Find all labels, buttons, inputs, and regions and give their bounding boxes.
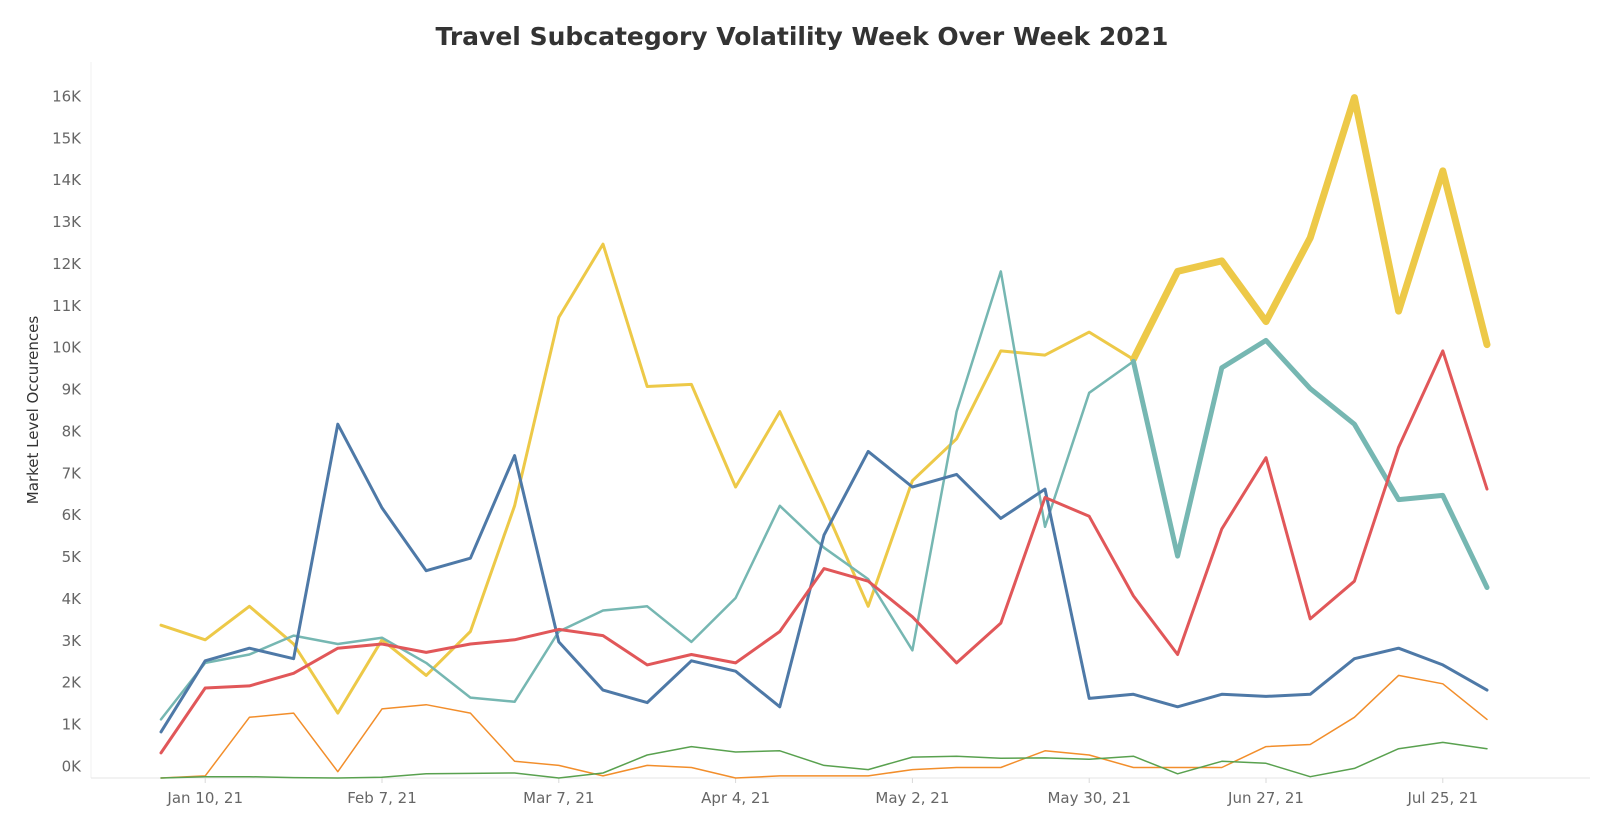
y-tick-label: 2K <box>62 674 83 692</box>
y-tick-label: 0K <box>62 757 83 775</box>
series-line-8 <box>160 741 1488 779</box>
y-tick-label: 14K <box>52 171 82 189</box>
x-tick-label: Jul 25, 21 <box>1407 789 1479 807</box>
series-line-1 <box>159 242 1135 715</box>
y-tick-label: 11K <box>52 297 82 315</box>
series-line-6 <box>159 349 1489 755</box>
x-tick-label: May 2, 21 <box>875 789 949 807</box>
y-tick-label: 13K <box>52 213 82 231</box>
series-line-2 <box>1129 94 1491 363</box>
x-tick-label: Feb 7, 21 <box>347 789 417 807</box>
y-axis-label: Market Level Occurences <box>24 316 42 505</box>
x-tick-label: Apr 4, 21 <box>701 789 770 807</box>
y-tick-label: 16K <box>52 88 82 106</box>
y-tick-label: 7K <box>62 464 83 482</box>
x-tick-label: Jun 27, 21 <box>1227 789 1304 807</box>
y-tick-label: 3K <box>62 632 83 650</box>
series-line-5 <box>159 422 1489 734</box>
y-tick-label: 9K <box>62 381 83 399</box>
chart-title: Travel Subcategory Volatility Week Over … <box>436 22 1169 51</box>
x-tick-label: Jan 10, 21 <box>166 789 243 807</box>
x-tick-label: May 30, 21 <box>1047 789 1131 807</box>
y-tick-label: 10K <box>52 339 82 357</box>
series-lines <box>159 94 1491 779</box>
y-tick-label: 12K <box>52 255 82 273</box>
x-tick-label: Mar 7, 21 <box>523 789 594 807</box>
y-tick-label: 8K <box>62 423 83 441</box>
y-tick-label: 6K <box>62 506 83 524</box>
series-line-3 <box>159 270 1135 721</box>
y-tick-label: 5K <box>62 548 83 566</box>
x-axis-ticks: Jan 10, 21 Feb 7, 21 Mar 7, 21 Apr 4, 21 May… <box>166 778 1478 807</box>
y-axis-ticks: 0K 1K 2K 3K 4K 5K 6K 7K 8K 9K 10K 11K 12K 13K 14K 15K 16… <box>52 88 82 776</box>
series-line-7 <box>160 674 1488 779</box>
series-line-4 <box>1130 337 1490 590</box>
y-tick-label: 15K <box>52 129 82 147</box>
y-tick-label: 1K <box>62 716 83 734</box>
y-tick-label: 4K <box>62 590 83 608</box>
